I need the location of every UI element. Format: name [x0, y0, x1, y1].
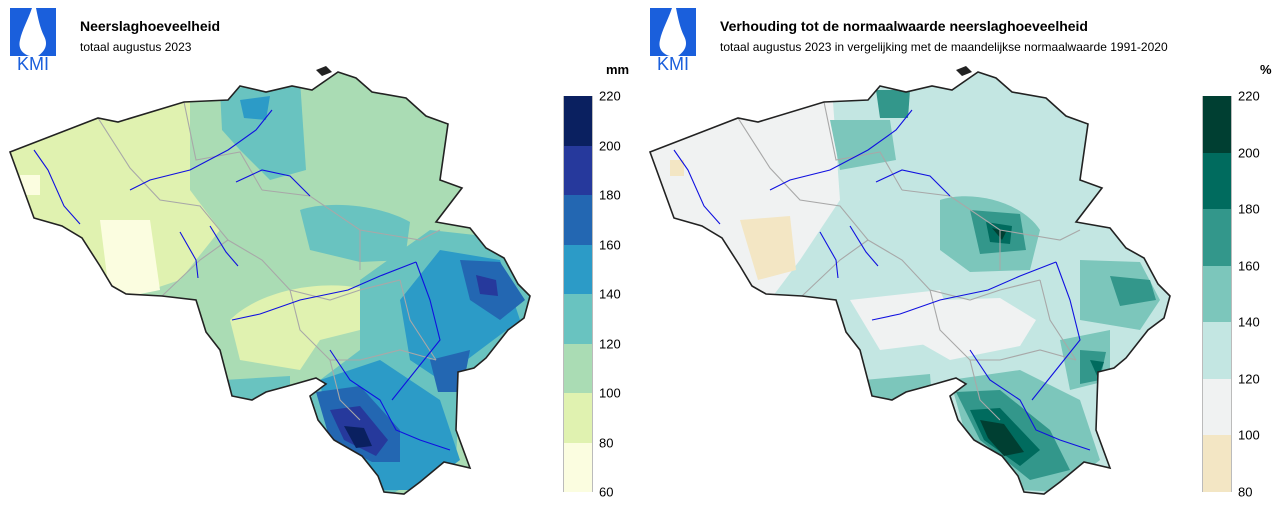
legend-color-band: [1202, 96, 1232, 153]
legend-tick-label: 140: [1238, 314, 1260, 330]
legend-tick-label: 220: [1238, 88, 1260, 104]
legend-unit: mm: [606, 62, 630, 77]
legend-tick-label: 200: [1238, 145, 1260, 161]
legend-tick-label: 140: [599, 286, 621, 302]
legend-tick-label: 200: [599, 138, 621, 153]
legend-color-band: [563, 393, 593, 443]
legend-tick-label: 120: [599, 336, 621, 351]
legend-tick-label: 160: [599, 237, 621, 252]
legend-unit: %: [1260, 62, 1272, 77]
kmi-logo: KMI: [10, 8, 56, 72]
svg-text:KMI: KMI: [17, 54, 49, 72]
legend-color-band: [1202, 322, 1232, 379]
map-title: Neerslaghoeveelheid: [80, 18, 221, 34]
belgium-precipitation-map: [8, 66, 531, 495]
legend-color-band: [1202, 209, 1232, 266]
legend-tick-label: 220: [599, 88, 621, 104]
legend-tick-label: 180: [1238, 201, 1260, 217]
map-subtitle: totaal augustus 2023: [80, 40, 192, 54]
kmi-logo: KMI: [650, 8, 696, 72]
belgium-ratio-map: [648, 66, 1171, 495]
legend-tick-label: 60: [599, 484, 614, 500]
precipitation-panel: KMI Neerslaghoeveelheid totaal augustus …: [8, 8, 630, 500]
legend-color-band: [563, 442, 593, 492]
legend-color-band: [1202, 265, 1232, 323]
legend-color-band: [563, 195, 593, 245]
ratio-legend: 220 200 180 160 140 120 100 80: [1202, 89, 1260, 500]
map-subtitle: totaal augustus 2023 in vergelijking met…: [720, 40, 1168, 54]
legend-color-band: [1202, 152, 1232, 210]
legend-color-band: [563, 294, 593, 344]
legend-tick-label: 100: [1238, 427, 1260, 443]
legend-tick-label: 80: [599, 435, 614, 450]
legend-tick-label: 180: [599, 187, 621, 203]
legend-color-band: [563, 145, 593, 195]
map-title: Verhouding tot de normaalwaarde neerslag…: [720, 18, 1088, 34]
legend-color-band: [563, 244, 593, 294]
legend-color-band: [563, 343, 593, 393]
legend-tick-label: 100: [599, 385, 621, 401]
legend-color-band: [563, 96, 593, 146]
legend-tick-label: 160: [1238, 258, 1260, 274]
legend-tick-label: 120: [1238, 371, 1260, 387]
precipitation-legend: 220 200 180 160 140 120 100 80 60: [563, 89, 621, 500]
legend-color-band: [1202, 378, 1232, 436]
legend-tick-label: 80: [1238, 484, 1253, 500]
legend-color-band: [1202, 435, 1232, 492]
ratio-panel: KMI Verhouding tot de normaalwaarde neer…: [640, 0, 1280, 507]
svg-text:KMI: KMI: [657, 54, 689, 72]
